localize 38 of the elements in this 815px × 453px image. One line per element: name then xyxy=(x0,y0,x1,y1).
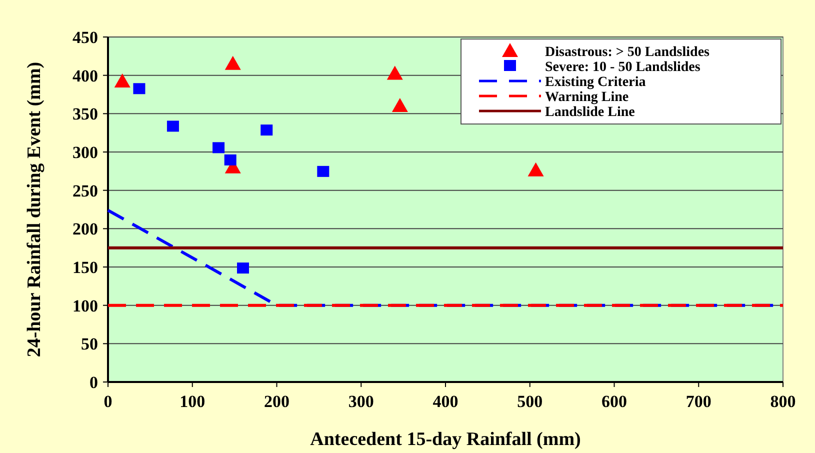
y-axis-title: 24-hour Rainfall during Event (mm) xyxy=(24,62,45,358)
x-tick-label: 700 xyxy=(686,392,712,411)
y-tick-label: 50 xyxy=(81,334,98,354)
point xyxy=(386,66,403,80)
point xyxy=(133,83,146,94)
legend-label: Warning Line xyxy=(545,90,629,105)
point xyxy=(166,120,179,132)
y-tick-label: 150 xyxy=(72,258,98,277)
x-tick-label: 0 xyxy=(104,392,112,411)
x-tick-label: 600 xyxy=(602,392,627,411)
x-tick-label: 800 xyxy=(770,392,796,411)
legend-label: Severe: 10 - 50 Landslides xyxy=(545,60,701,75)
point xyxy=(212,142,225,154)
point xyxy=(317,166,330,177)
x-tick-label: 300 xyxy=(348,392,374,411)
y-tick-label: 450 xyxy=(72,28,98,47)
y-tick-label: 300 xyxy=(72,142,98,162)
x-tick-label: 500 xyxy=(517,392,543,411)
point xyxy=(114,73,130,88)
point xyxy=(260,124,273,136)
y-tick-label: 0 xyxy=(90,372,98,392)
point xyxy=(224,56,241,70)
x-tick-label: 100 xyxy=(180,392,206,411)
x-axis-title: Antecedent 15-day Rainfall (mm) xyxy=(310,429,581,450)
point xyxy=(237,262,249,274)
x-tick-label: 200 xyxy=(264,392,290,411)
y-tick-label: 250 xyxy=(72,181,98,200)
y-tick-label: 400 xyxy=(72,66,98,86)
point xyxy=(392,98,408,112)
point xyxy=(528,162,544,176)
point xyxy=(224,154,236,166)
legend-label: Landslide Line xyxy=(545,104,635,120)
y-tick-label: 200 xyxy=(72,220,98,239)
legend-label: Disastrous: > 50 Landslides xyxy=(545,44,710,60)
y-tick-label: 350 xyxy=(72,104,98,124)
legend-label: Existing Criteria xyxy=(545,74,646,90)
x-tick-label: 400 xyxy=(432,392,458,411)
y-tick-label: 100 xyxy=(72,296,98,316)
